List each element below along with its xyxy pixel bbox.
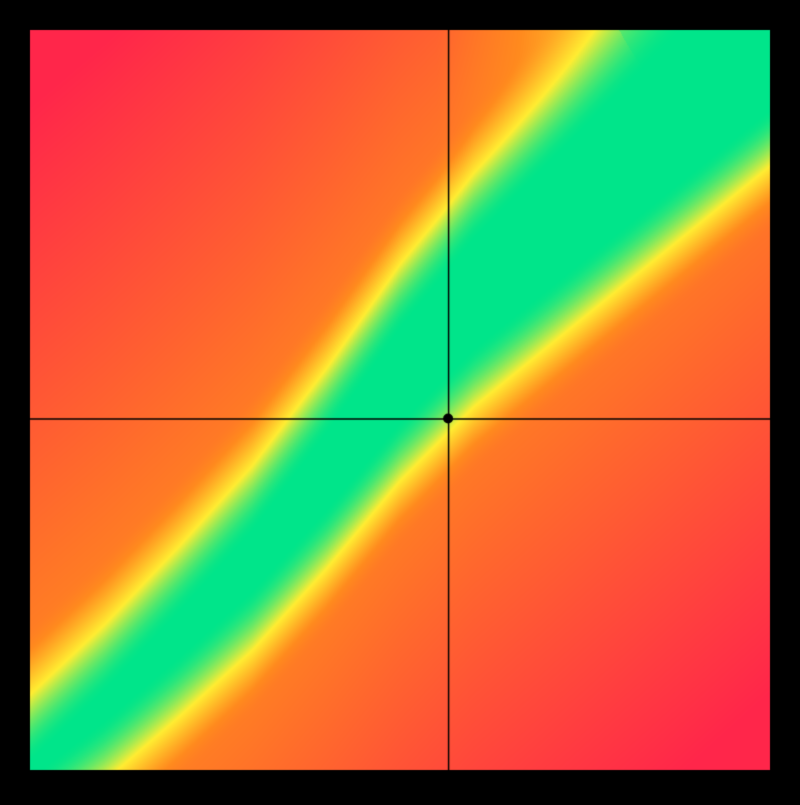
chart-container xyxy=(0,0,800,805)
bottleneck-heatmap xyxy=(0,0,800,800)
